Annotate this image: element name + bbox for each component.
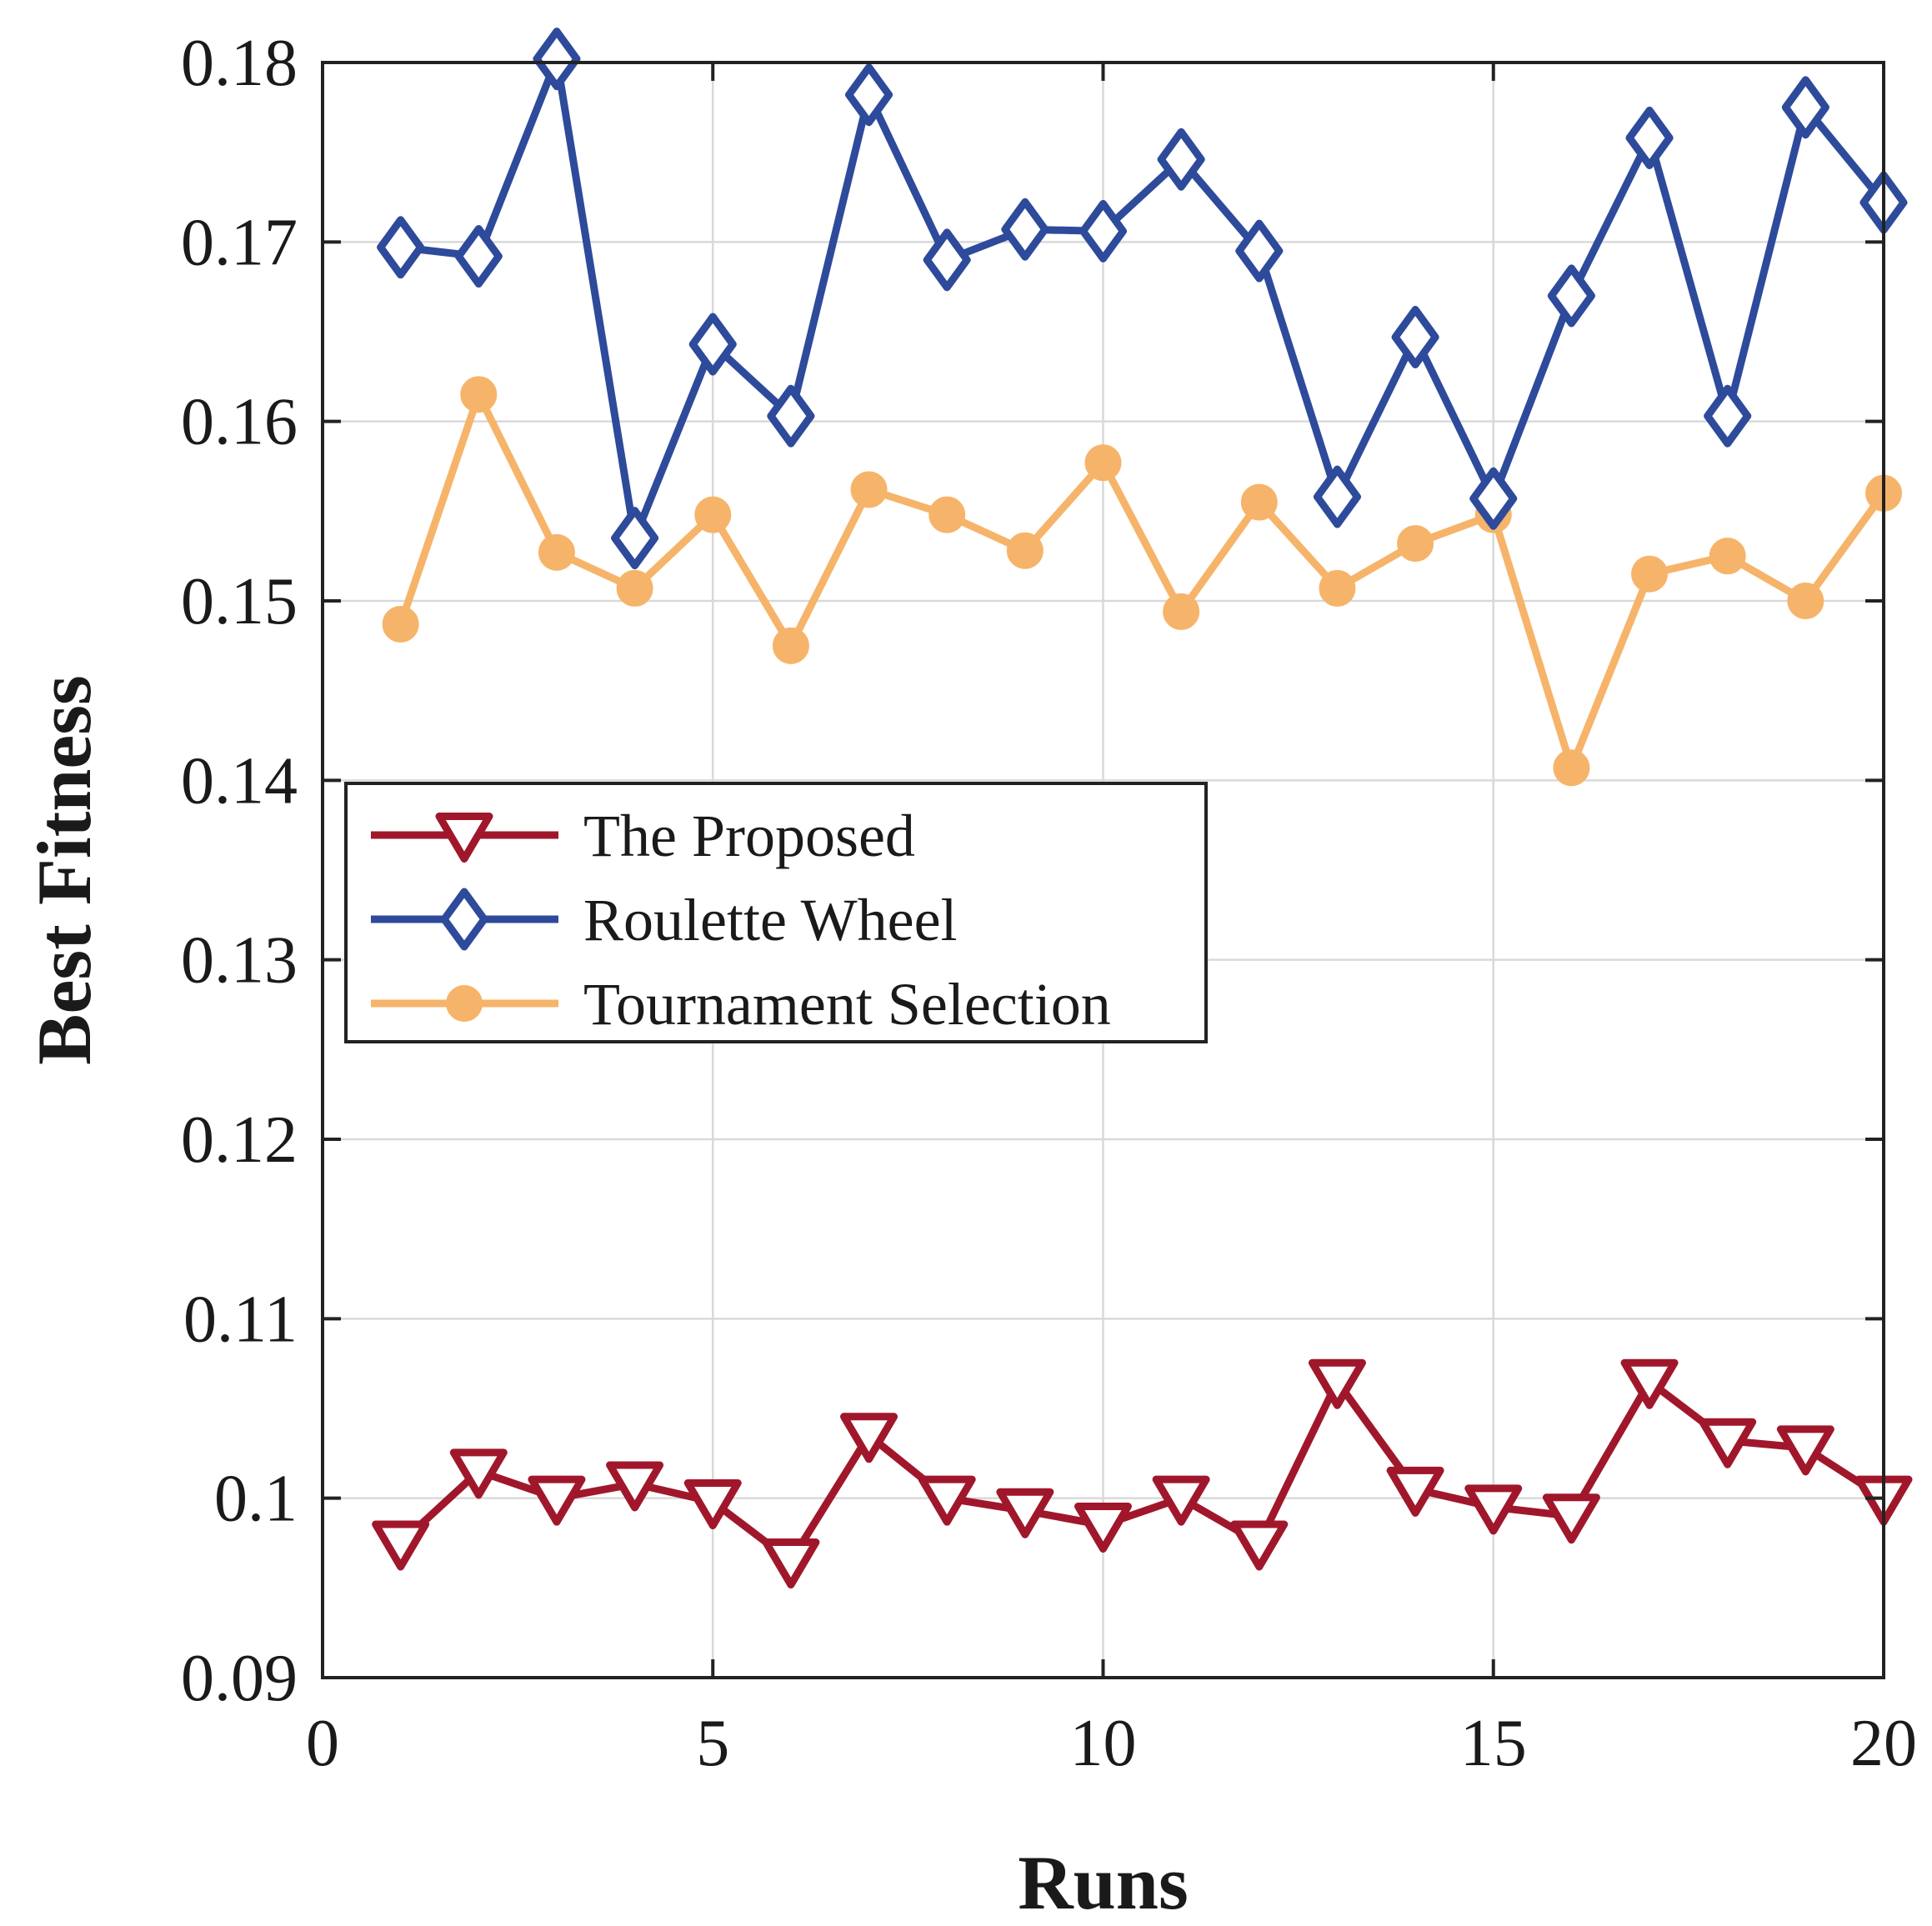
legend-box <box>344 782 1208 1043</box>
the-proposed-point <box>762 1538 820 1589</box>
legend-swatch-marker <box>446 985 483 1022</box>
the-proposed-point <box>1699 1418 1757 1468</box>
roulette-wheel-point <box>533 28 581 91</box>
axis-ticks <box>321 61 1885 1679</box>
tournament-selection-point <box>1240 483 1278 521</box>
roulette-wheel-point <box>688 313 737 376</box>
legend-item-the-proposed: The Proposed <box>371 803 915 869</box>
y-tick-label: 0.17 <box>181 206 298 279</box>
roulette-wheel-point <box>454 225 503 288</box>
tournament-selection-point <box>1787 583 1824 619</box>
roulette-wheel-point <box>611 507 659 570</box>
tournament-selection-point <box>1631 555 1669 593</box>
x-tick-label: 20 <box>1850 1707 1917 1780</box>
tournament-selection-point <box>616 569 653 607</box>
roulette-wheel-point <box>1001 198 1049 261</box>
the-proposed-point <box>1308 1358 1366 1409</box>
tournament-selection-point <box>772 627 809 664</box>
the-proposed-point <box>606 1461 664 1512</box>
roulette-wheel-point <box>1547 264 1595 328</box>
roulette-wheel-point <box>923 228 971 292</box>
tournament-selection-point <box>850 471 888 508</box>
the-proposed-point <box>1542 1493 1600 1544</box>
series-tournament-selection <box>382 376 1902 787</box>
roulette-wheel-point <box>377 216 425 279</box>
legend: The Proposed Roulette Wheel Tournament Sel… <box>344 782 1208 1043</box>
roulette-wheel-point <box>1079 199 1127 263</box>
y-tick-label: 0.15 <box>181 565 298 638</box>
the-proposed-point <box>1776 1425 1834 1476</box>
roulette-wheel-point <box>1781 76 1829 139</box>
x-tick-label: 5 <box>696 1707 729 1780</box>
legend-item-tournament-selection: Tournament Selection <box>371 971 1111 1038</box>
roulette-wheel-point <box>1625 106 1674 169</box>
tick-labels: 0 5 10 15 20 0.09 0.1 0.11 0.12 0.13 0.14 0.15 0.16 0… <box>181 27 1917 1780</box>
roulette-wheel-point <box>1235 219 1284 283</box>
roulette-wheel-point <box>1469 467 1518 530</box>
the-proposed-point <box>528 1475 586 1526</box>
legend-label: Roulette Wheel <box>583 887 958 953</box>
tournament-selection-point <box>1397 525 1434 563</box>
roulette-wheel-point <box>767 384 815 448</box>
tournament-selection-point <box>1006 532 1044 569</box>
the-proposed-point <box>1230 1520 1289 1571</box>
x-tick-label: 10 <box>1070 1707 1137 1780</box>
roulette-wheel-line <box>397 55 1888 543</box>
tournament-selection-point <box>694 496 732 533</box>
the-proposed-point <box>918 1475 976 1526</box>
the-proposed-point <box>683 1478 742 1529</box>
tournament-selection-point <box>538 533 575 571</box>
tournament-selection-point <box>1709 538 1746 575</box>
y-tick-label: 0.09 <box>181 1642 298 1715</box>
the-proposed-point <box>996 1488 1054 1538</box>
y-tick-label: 0.1 <box>214 1463 298 1536</box>
the-proposed-point <box>1464 1484 1523 1535</box>
x-tick-label: 15 <box>1460 1707 1527 1780</box>
the-proposed-point <box>1074 1502 1132 1553</box>
y-tick-label: 0.11 <box>183 1283 298 1356</box>
legend-label: Tournament Selection <box>583 971 1111 1038</box>
y-tick-label: 0.14 <box>181 744 298 818</box>
the-proposed-point <box>372 1520 430 1571</box>
tournament-selection-point <box>382 605 419 643</box>
the-proposed-point <box>1386 1466 1444 1517</box>
tournament-selection-point <box>1553 749 1590 787</box>
series-roulette-wheel <box>377 28 1908 570</box>
y-tick-label: 0.16 <box>181 386 298 459</box>
the-proposed-point <box>1152 1475 1210 1526</box>
x-axis-title: Runs <box>1018 1840 1189 1925</box>
x-tick-label: 0 <box>306 1707 339 1780</box>
tournament-selection-point <box>1084 444 1122 482</box>
y-tick-label: 0.18 <box>181 27 298 100</box>
series-the-proposed <box>372 1358 1913 1589</box>
the-proposed-point <box>449 1448 508 1499</box>
tournament-selection-point <box>1163 593 1200 630</box>
roulette-wheel-point <box>1391 305 1439 368</box>
series-layer <box>372 28 1913 1589</box>
tournament-selection-point <box>460 376 498 413</box>
roulette-wheel-point <box>1313 465 1361 528</box>
legend-item-roulette-wheel: Roulette Wheel <box>371 887 958 953</box>
y-tick-label: 0.12 <box>181 1103 298 1177</box>
the-proposed-point <box>840 1413 898 1463</box>
legend-swatch-marker <box>435 813 493 863</box>
roulette-wheel-point <box>845 63 893 127</box>
y-tick-label: 0.13 <box>181 924 298 998</box>
y-axis-title: Best Fitness <box>22 675 107 1065</box>
legend-label: The Proposed <box>583 803 915 869</box>
roulette-wheel-point <box>1157 128 1205 191</box>
tournament-selection-point <box>1319 569 1356 607</box>
roulette-wheel-point <box>1704 384 1752 448</box>
legend-swatch-marker <box>440 888 488 951</box>
tournament-selection-point <box>928 496 966 533</box>
the-proposed-point <box>1620 1358 1679 1409</box>
